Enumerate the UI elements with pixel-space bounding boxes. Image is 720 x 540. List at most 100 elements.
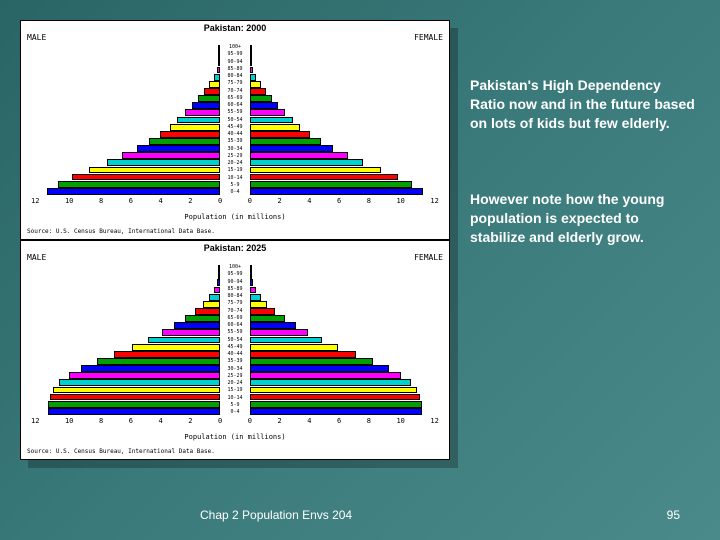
x-axis-ticks: 121086420024681012 <box>31 417 439 429</box>
x-axis-ticks: 121086420024681012 <box>31 197 439 209</box>
pyramid-bar <box>250 167 381 174</box>
pyramid-bar <box>250 379 411 386</box>
pyramid-bar <box>69 372 220 379</box>
pyramid-bar <box>47 188 220 195</box>
pyramid-bar <box>107 159 220 166</box>
pyramid-bar <box>58 181 220 188</box>
pyramid-bar <box>250 152 348 159</box>
pyramid-area: 100+95-9990-9485-8980-8475-7970-7465-696… <box>31 45 439 195</box>
pyramid-bar <box>250 322 296 329</box>
pyramid-bar <box>81 365 220 372</box>
pyramid-bar <box>48 401 220 408</box>
pyramid-bar <box>250 358 373 365</box>
pyramid-bar <box>250 308 275 315</box>
pyramid-bar <box>162 329 220 336</box>
pyramid-bar <box>250 387 417 394</box>
pyramid-bar <box>132 344 220 351</box>
pyramid-bar <box>198 95 220 102</box>
pyramid-bar <box>250 59 252 66</box>
pyramid-bar <box>250 95 272 102</box>
female-bars <box>250 45 439 195</box>
pyramid-bar <box>203 301 220 308</box>
pyramid-bar <box>174 322 220 329</box>
pyramid-bar <box>250 124 300 131</box>
pyramid-bar <box>149 138 220 145</box>
pyramid-bar <box>250 145 333 152</box>
pyramid-bar <box>209 81 220 88</box>
x-axis-label: Population (in millions) <box>184 213 285 221</box>
pyramid-bar <box>97 358 220 365</box>
pyramid-bar <box>250 365 389 372</box>
pyramid-bar <box>250 287 256 294</box>
pyramid-bar <box>250 109 285 116</box>
female-label: FEMALE <box>414 253 443 262</box>
paragraph-1: Pakistan's High Dependency Ratio now and… <box>470 76 695 133</box>
pyramid-bar <box>250 181 412 188</box>
pyramid-bar <box>177 117 220 124</box>
pyramid-bar <box>48 408 220 415</box>
pyramid-bar <box>185 109 220 116</box>
pyramid-area: 100+95-9990-9485-8980-8475-7970-7465-696… <box>31 265 439 415</box>
pyramid-bar <box>250 102 278 109</box>
pyramid-bar <box>250 45 252 52</box>
pyramid-chart-pair: Pakistan: 2000 MALE FEMALE 100+95-9990-9485… <box>20 20 450 460</box>
pyramid-bar <box>209 294 220 301</box>
pyramid-bar <box>195 308 220 315</box>
pyramid-bar <box>250 88 266 95</box>
pyramid-bar <box>250 138 321 145</box>
pyramid-bar <box>250 272 252 279</box>
male-bars <box>31 265 220 415</box>
pyramid-bar <box>250 394 420 401</box>
pyramid-bar <box>185 315 220 322</box>
pyramid-bar <box>250 265 252 272</box>
pyramid-bar <box>250 159 363 166</box>
female-label: FEMALE <box>414 33 443 42</box>
pyramid-panel: Pakistan: 2025 MALE FEMALE 100+95-9990-9485… <box>20 240 450 460</box>
pyramid-bar <box>250 294 261 301</box>
pyramid-bar <box>137 145 220 152</box>
pyramid-bar <box>72 174 220 181</box>
source-label: Source: U.S. Census Bureau, Internationa… <box>27 448 215 455</box>
pyramid-bar <box>204 88 220 95</box>
male-label: MALE <box>27 253 46 262</box>
footer-page-number: 95 <box>667 508 680 522</box>
source-label: Source: U.S. Census Bureau, Internationa… <box>27 228 215 235</box>
pyramid-bar <box>250 131 310 138</box>
pyramid-panel: Pakistan: 2000 MALE FEMALE 100+95-9990-9485… <box>20 20 450 240</box>
male-bars <box>31 45 220 195</box>
pyramid-bar <box>170 124 220 131</box>
panel-title: Pakistan: 2000 <box>204 23 267 33</box>
pyramid-bar <box>114 351 220 358</box>
pyramid-bar <box>250 401 422 408</box>
footer-chapter: Chap 2 Population Envs 204 <box>200 508 352 522</box>
pyramid-bar <box>53 387 220 394</box>
pyramid-bar <box>192 102 220 109</box>
pyramid-bar <box>250 67 253 74</box>
panel-title: Pakistan: 2025 <box>204 243 267 253</box>
age-group-labels: 100+95-9990-9485-8980-8475-7970-7465-696… <box>220 45 250 195</box>
pyramid-bar <box>50 394 220 401</box>
age-group-labels: 100+95-9990-9485-8980-8475-7970-7465-696… <box>220 265 250 415</box>
pyramid-bar <box>250 117 293 124</box>
pyramid-bar <box>250 408 422 415</box>
pyramid-bar <box>59 379 220 386</box>
pyramid-bar <box>148 337 220 344</box>
pyramid-bar <box>250 301 267 308</box>
male-label: MALE <box>27 33 46 42</box>
pyramid-bar <box>250 74 256 81</box>
pyramid-bar <box>250 52 252 59</box>
paragraph-2: However note how the young population is… <box>470 190 695 247</box>
x-axis-label: Population (in millions) <box>184 433 285 441</box>
pyramid-bar <box>89 167 220 174</box>
female-bars <box>250 265 439 415</box>
pyramid-bar <box>250 188 423 195</box>
pyramid-bar <box>250 174 398 181</box>
pyramid-bar <box>250 279 253 286</box>
pyramid-bar <box>250 337 322 344</box>
pyramid-bar <box>122 152 220 159</box>
pyramid-bar <box>160 131 220 138</box>
pyramid-bar <box>250 344 338 351</box>
pyramid-bar <box>250 351 356 358</box>
pyramid-bar <box>250 329 308 336</box>
pyramid-bar <box>250 315 285 322</box>
